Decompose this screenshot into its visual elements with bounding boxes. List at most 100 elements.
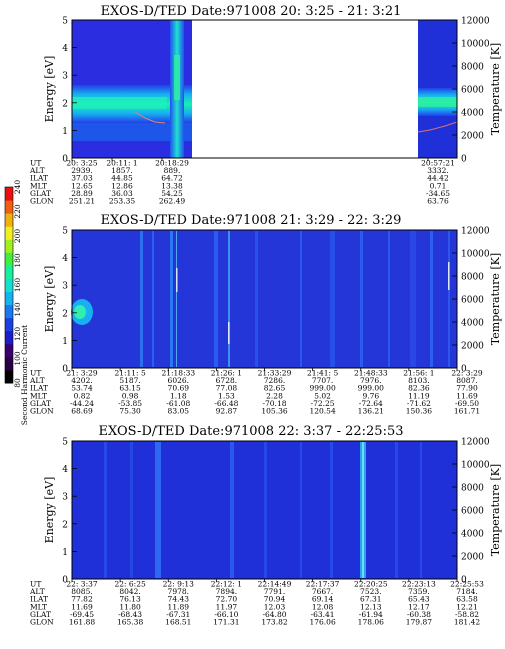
orbit-table-cell: 7523. bbox=[360, 587, 381, 596]
left-axis-tick-label: 5 bbox=[62, 17, 68, 27]
left-axis-tick-label: 0 bbox=[62, 155, 68, 165]
panel-3-streak bbox=[264, 442, 267, 578]
orbit-table-cell: 22: 3:37 bbox=[66, 580, 98, 589]
orbit-table-cell: 54.25 bbox=[161, 189, 183, 198]
orbit-row-label: GLON bbox=[30, 618, 54, 627]
orbit-table-cell: 22:17:37 bbox=[306, 580, 340, 589]
panel-1-right-axis: 0 2000 4000 6000 8000 10000 12000 bbox=[452, 17, 490, 165]
right-axis-tick-label: 4000 bbox=[461, 530, 484, 540]
panel-1-spike-core bbox=[174, 55, 180, 100]
orbit-table-cell: 178.06 bbox=[358, 618, 384, 627]
left-axis-tick-label: 1 bbox=[62, 337, 68, 347]
orbit-table-cell: -72.25 bbox=[311, 399, 335, 408]
orbit-table-cell: 253.35 bbox=[109, 197, 135, 206]
orbit-row-label: ILAT bbox=[30, 174, 48, 183]
left-axis-tick-label: 4 bbox=[62, 254, 68, 264]
orbit-table-cell: 63.76 bbox=[427, 197, 449, 206]
left-axis-tick-label: 5 bbox=[62, 227, 68, 237]
orbit-table-cell: 63.15 bbox=[119, 384, 141, 393]
panel-2-streak bbox=[300, 231, 302, 367]
panel-3-streak bbox=[155, 442, 161, 578]
panel-2-streaks bbox=[140, 231, 450, 367]
colorbar-cell bbox=[5, 291, 13, 306]
right-axis-tick-label: 2000 bbox=[461, 342, 484, 352]
right-axis-tick-label: 10000 bbox=[461, 40, 490, 50]
orbit-table-cell: 251.21 bbox=[69, 197, 95, 206]
orbit-table-cell: 63.58 bbox=[456, 595, 478, 604]
orbit-table-cell: 0.98 bbox=[122, 391, 139, 400]
panel-2-streak bbox=[430, 231, 433, 367]
panel-3-streak bbox=[300, 442, 302, 578]
orbit-table-cell: 1.53 bbox=[218, 391, 235, 400]
right-axis-tick-label: 12000 bbox=[461, 438, 490, 448]
orbit-table-cell: 8087. bbox=[456, 376, 477, 385]
orbit-table-cell: 11.89 bbox=[168, 602, 190, 611]
orbit-table-cell: 6026. bbox=[168, 376, 189, 385]
panel-2: EXOS-D/TED Date:971008 21: 3:29 - 22: 3:… bbox=[29, 213, 502, 416]
panel-3-ylabel-right: Temperature [K] bbox=[489, 464, 502, 556]
colorbar-cell bbox=[5, 330, 13, 345]
panel-3-streak bbox=[130, 442, 133, 578]
orbit-table-cell: 999.00 bbox=[309, 384, 335, 393]
orbit-table-cell: 165.38 bbox=[117, 618, 143, 627]
left-axis-tick-label: 5 bbox=[62, 438, 68, 448]
orbit-table-cell: 82.65 bbox=[264, 384, 286, 393]
orbit-table-cell: -66.48 bbox=[214, 399, 238, 408]
orbit-table-cell: 64.72 bbox=[161, 174, 183, 183]
panel-2-plot bbox=[71, 229, 458, 369]
panel-3-streaks bbox=[104, 442, 422, 578]
panel-2-streak bbox=[176, 231, 177, 367]
orbit-table-cell: 22:12: 1 bbox=[211, 580, 242, 589]
colorbar-cell bbox=[5, 265, 13, 279]
orbit-table-cell: -53.85 bbox=[118, 399, 142, 408]
orbit-table-cell: 36.03 bbox=[111, 189, 133, 198]
colorbar-tick-label: 100 bbox=[13, 351, 22, 366]
orbit-table-cell: 21:41: 5 bbox=[307, 369, 339, 378]
orbit-table-cell: 21:33:29 bbox=[258, 369, 292, 378]
orbit-table-cell: 76.13 bbox=[119, 595, 141, 604]
orbit-table-cell: -64.80 bbox=[262, 610, 286, 619]
orbit-table-cell: 3332. bbox=[427, 166, 448, 175]
orbit-table-cell: 8103. bbox=[408, 376, 429, 385]
orbit-table-cell: 28.89 bbox=[71, 189, 93, 198]
orbit-table-cell: 8085. bbox=[71, 587, 92, 596]
orbit-table-cell: 12.13 bbox=[360, 602, 382, 611]
left-axis-tick-label: 0 bbox=[62, 365, 68, 375]
right-axis-tick-label: 12000 bbox=[461, 227, 490, 237]
orbit-table-cell: 12.65 bbox=[71, 181, 93, 190]
orbit-table-cell: 53.74 bbox=[71, 384, 93, 393]
right-axis-tick-label: 0 bbox=[461, 365, 467, 375]
panel-2-ylabel-left: Energy [eV] bbox=[43, 266, 56, 333]
colorbar-cell bbox=[5, 226, 13, 240]
panel-2-streak bbox=[388, 231, 390, 367]
panel-2-streak bbox=[214, 231, 218, 367]
panel-2-streak bbox=[140, 231, 143, 367]
orbit-row-label: GLAT bbox=[30, 610, 51, 619]
orbit-table-cell: 176.06 bbox=[309, 618, 335, 627]
panel-2-left-axis: 0 1 2 3 4 5 bbox=[62, 227, 77, 375]
colorbar: 80 100 120 140 160 180 200 220 240 Second Harmon… bbox=[4, 180, 29, 425]
panel-1-right-band-core bbox=[418, 97, 457, 107]
right-axis-tick-label: 2000 bbox=[461, 553, 484, 563]
panel-1-low-band bbox=[72, 123, 192, 141]
colorbar-cell bbox=[5, 304, 13, 319]
orbit-table-cell: 20:11: 1 bbox=[106, 159, 137, 168]
orbit-table-cell: 7791. bbox=[264, 587, 285, 596]
orbit-table-cell: 171.31 bbox=[213, 618, 239, 627]
panel-1-plot bbox=[71, 19, 458, 159]
orbit-table-cell: 7894. bbox=[216, 587, 237, 596]
orbit-table-cell: 12.03 bbox=[264, 602, 286, 611]
orbit-table-cell: 161.88 bbox=[69, 618, 95, 627]
orbit-table-cell: 12.21 bbox=[456, 602, 477, 611]
orbit-table-cell: 69.14 bbox=[312, 595, 334, 604]
right-axis-tick-label: 6000 bbox=[461, 296, 484, 306]
orbit-row-label: UT bbox=[30, 159, 41, 168]
orbit-row-label: MLT bbox=[30, 181, 47, 190]
orbit-table-cell: 20:18:29 bbox=[155, 159, 189, 168]
panel-3-streak bbox=[330, 442, 333, 578]
panel-2-marker bbox=[448, 262, 450, 290]
colorbar-cell bbox=[5, 317, 13, 332]
orbit-table-cell: 5.02 bbox=[314, 391, 331, 400]
orbit-table-cell: 11.19 bbox=[408, 391, 430, 400]
panel-2-streak bbox=[170, 231, 173, 367]
